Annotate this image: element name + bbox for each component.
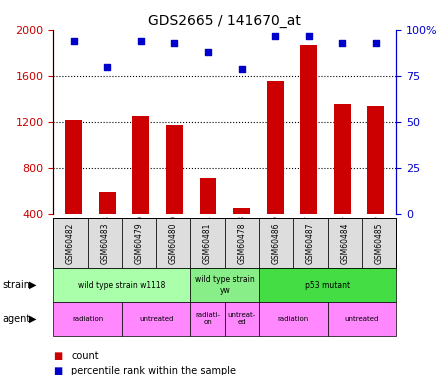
Point [339,40,346,46]
Text: GSM60481: GSM60481 [203,222,212,264]
Text: ■: ■ [53,351,63,361]
Title: GDS2665 / 141670_at: GDS2665 / 141670_at [148,13,301,28]
Bar [267,81,283,260]
Text: agent: agent [2,314,30,324]
Point [238,66,245,72]
Point [137,38,144,44]
Point [305,33,312,39]
Point [372,40,380,46]
Bar [334,104,351,260]
Bar [368,106,384,260]
Text: radiati-
on: radiati- on [195,312,220,325]
Text: GSM60482: GSM60482 [66,222,75,264]
Text: percentile rank within the sample: percentile rank within the sample [71,366,236,375]
Point [70,38,77,44]
Text: ▶: ▶ [29,314,36,324]
Bar [65,120,82,260]
Point [204,49,211,55]
Text: GSM60480: GSM60480 [169,222,178,264]
Text: wild type strain
yw: wild type strain yw [195,275,255,295]
Text: ▶: ▶ [29,280,36,290]
Point [104,64,111,70]
Text: ■: ■ [53,366,63,375]
Text: GSM60487: GSM60487 [306,222,315,264]
Text: untreated: untreated [139,316,174,322]
Text: strain: strain [2,280,30,290]
Text: count: count [71,351,99,361]
Text: p53 mutant: p53 mutant [305,280,350,290]
Bar [233,208,250,260]
Bar [99,192,116,260]
Text: radiation: radiation [72,316,103,322]
Text: wild type strain w1118: wild type strain w1118 [78,280,166,290]
Text: GSM60485: GSM60485 [374,222,384,264]
Text: GSM60483: GSM60483 [100,222,109,264]
Text: GSM60479: GSM60479 [134,222,144,264]
Text: untreat-
ed: untreat- ed [228,312,256,325]
Text: radiation: radiation [278,316,309,322]
Bar [166,125,183,260]
Bar [300,45,317,260]
Text: GSM60486: GSM60486 [271,222,281,264]
Text: GSM60484: GSM60484 [340,222,349,264]
Bar [199,178,216,260]
Point [271,33,279,39]
Text: GSM60478: GSM60478 [237,222,247,264]
Point [171,40,178,46]
Bar [132,116,149,260]
Text: untreated: untreated [344,316,379,322]
